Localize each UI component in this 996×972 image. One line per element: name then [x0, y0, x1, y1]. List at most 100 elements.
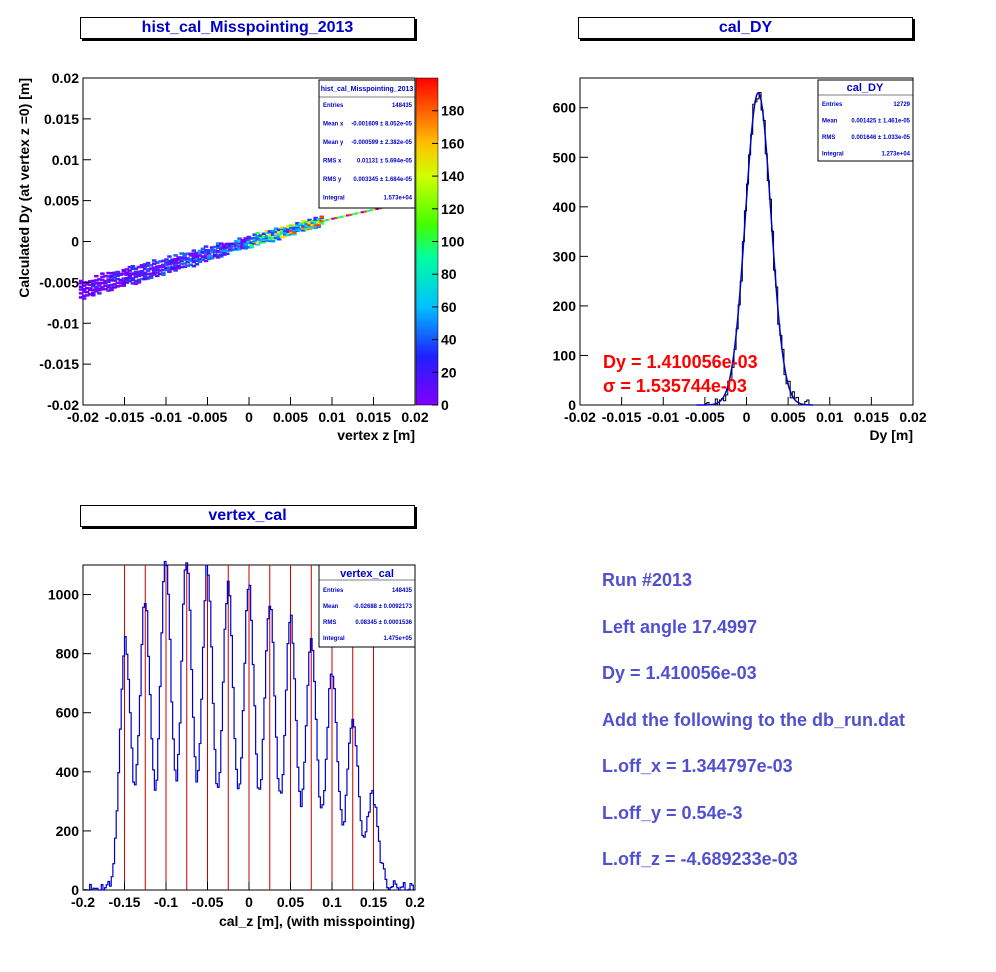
heatmap-cell [334, 217, 338, 220]
x-tick-label: -0.02 [564, 409, 596, 425]
heatmap-cell [310, 223, 315, 227]
x-tick-label: 0.01 [318, 409, 345, 425]
heatmap-y-ticks: -0.02 -0.015 -0.01 -0.005 0 0.005 0.01 0.015 0.0… [39, 70, 91, 413]
heatmap-cell [155, 261, 160, 264]
x-tick-label: -0.015 [602, 409, 642, 425]
heatmap-cell [301, 220, 306, 223]
x-tick-label: 0.05 [277, 894, 304, 910]
heatmap-cell [194, 255, 200, 259]
heatmap-cell [191, 254, 197, 258]
heatmap-cell [161, 273, 166, 276]
heatmap-cell [243, 239, 248, 242]
heatmap-cell [228, 246, 233, 250]
x-tick-label: 0.01 [816, 409, 843, 425]
heatmap-cell [84, 283, 90, 286]
stats-key: Integral [822, 152, 844, 158]
heatmap-cell [139, 265, 145, 269]
heatmap-cell [139, 264, 145, 267]
color-scale-tick-label: 0 [441, 397, 449, 413]
heatmap-cell [185, 264, 190, 267]
stats-value: -0.000599 ± 2.382e-05 [351, 140, 412, 146]
heatmap-cell [78, 282, 84, 285]
heatmap-cell [292, 225, 297, 228]
heatmap-cell [106, 286, 111, 289]
heatmap-cell [145, 268, 151, 271]
vertex-cal-x-ticks: -0.2 -0.15 -0.1 -0.05 0 0.05 0.1 0.15 0.2 [71, 882, 425, 910]
heatmap-cell [145, 264, 151, 267]
heatmap-cell [228, 248, 233, 251]
heatmap-cell [124, 281, 130, 284]
heatmap-cell [155, 274, 160, 278]
heatmap-cell [222, 253, 227, 256]
y-tick-label: 0.01 [52, 152, 79, 168]
heatmap-cell [148, 275, 154, 278]
heatmap-cell [348, 213, 353, 216]
heatmap-cell [292, 226, 297, 230]
heatmap-cell [176, 264, 181, 268]
heatmap-cell [307, 224, 312, 227]
y-tick-label: 0.02 [52, 70, 79, 86]
vertex-cal-histogram [83, 560, 415, 891]
heatmap-cell [81, 294, 87, 298]
heatmap-cell [100, 272, 105, 275]
heatmap-cell [103, 281, 108, 284]
heatmap-cell [100, 275, 105, 279]
heatmap-cell [209, 256, 215, 260]
heatmap-cell [133, 279, 139, 283]
heatmap-cell [319, 215, 325, 219]
heatmap-cell [261, 237, 267, 241]
heatmap-cell [325, 218, 329, 221]
heatmap-cell [316, 223, 322, 226]
heatmap-cell [360, 211, 365, 214]
heatmap-cell [258, 240, 264, 243]
heatmap-cell [106, 275, 111, 278]
heatmap-cell [188, 252, 194, 256]
heatmap-cell [81, 290, 87, 294]
color-scale-tick-label: 20 [441, 364, 457, 380]
heatmap-cell [225, 249, 230, 252]
heatmap-cell [203, 251, 209, 254]
heatmap-cell [164, 268, 169, 272]
heatmap-cell [84, 294, 90, 297]
heatmap-cell [301, 224, 306, 228]
heatmap-cell [252, 239, 258, 243]
heatmap-cell [170, 265, 175, 269]
heatmap-cell [304, 228, 309, 231]
heatmap-cell [118, 278, 123, 282]
heatmap-cell [133, 272, 139, 276]
heatmap-cell [182, 262, 187, 265]
vertex-cal-stats-title: vertex_cal [340, 568, 394, 580]
heatmap-cell [161, 263, 166, 267]
heatmap-cell [222, 245, 227, 248]
x-tick-label: 0 [245, 894, 253, 910]
heatmap-cell [87, 288, 93, 291]
heatmap-cell [313, 216, 318, 220]
heatmap-cell [222, 251, 227, 255]
heatmap-cell [231, 248, 236, 251]
heatmap-cell [167, 270, 172, 273]
heatmap-cell [97, 281, 102, 285]
heatmap-cell [316, 221, 322, 224]
heatmap-cell [182, 254, 187, 257]
heatmap-cell [301, 229, 306, 232]
heatmap-cell [267, 234, 273, 237]
heatmap-cell [185, 260, 190, 264]
heatmap-cell [127, 277, 133, 280]
heatmap-cell [255, 236, 261, 239]
heatmap-cell [100, 278, 105, 282]
stats-key: Mean x [323, 122, 344, 128]
stats-value: 148435 [392, 588, 413, 594]
heatmap-cell [127, 265, 133, 269]
heatmap-cell [109, 276, 114, 279]
heatmap-cell [369, 209, 374, 212]
cal-dy-stats-box: cal_DY Entries 12729 Mean 0.001425 ± 1.461e… [817, 79, 914, 162]
x-tick-label: -0.005 [188, 409, 228, 425]
heatmap-cell [115, 277, 120, 281]
heatmap-cell [164, 263, 169, 267]
heatmap-cell [130, 277, 136, 280]
heatmap-cell [84, 287, 90, 290]
y-tick-label: -0.02 [47, 397, 79, 413]
vertex-cal-panel: -0.2 -0.15 -0.1 -0.05 0 0.05 0.1 0.15 0.2 0 200 40… [48, 560, 425, 929]
heatmap-cell [115, 272, 120, 275]
